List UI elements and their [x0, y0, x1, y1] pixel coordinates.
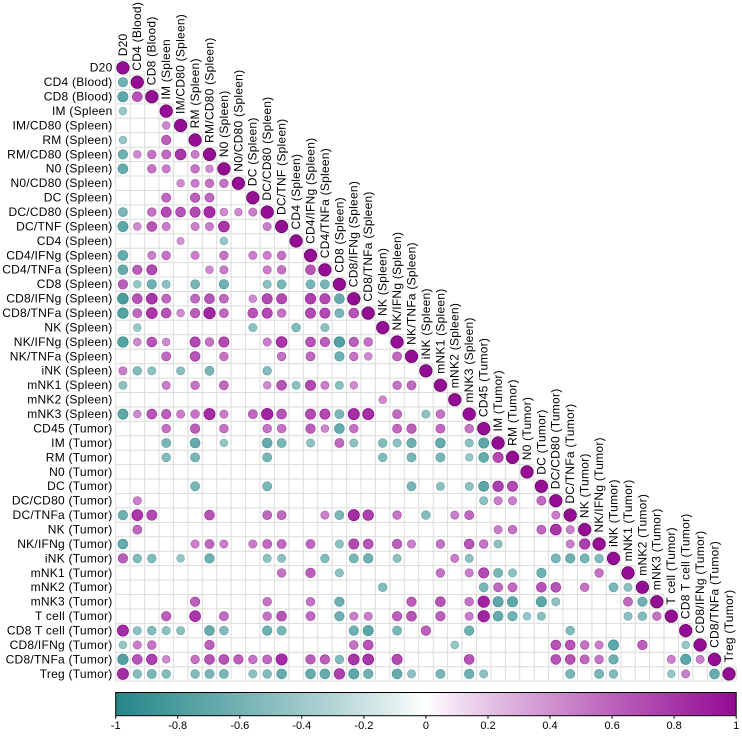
svg-text:mNK3 (Spleen): mNK3 (Spleen): [27, 407, 112, 421]
svg-text:mNK2 (Spleen): mNK2 (Spleen): [448, 303, 462, 388]
svg-text:iNK (Tumor): iNK (Tumor): [606, 479, 620, 547]
svg-text:DC/TNFa (Tumor): DC/TNFa (Tumor): [563, 404, 577, 504]
svg-text:-0.2: -0.2: [354, 720, 373, 732]
svg-text:RM (Tumor): RM (Tumor): [46, 450, 113, 464]
svg-text:NK (Tumor): NK (Tumor): [578, 453, 592, 518]
svg-text:CD8/IFNg (Tumor): CD8/IFNg (Tumor): [10, 638, 113, 652]
svg-text:RM/CD80 (Spleen): RM/CD80 (Spleen): [7, 147, 112, 161]
svg-text:mNK1 (Tumor): mNK1 (Tumor): [621, 480, 635, 562]
svg-text:DC/CD80 (Tumor): DC/CD80 (Tumor): [12, 494, 113, 508]
svg-text:NK (Tumor): NK (Tumor): [48, 523, 113, 537]
svg-text:IM/CD80 (Spleen): IM/CD80 (Spleen): [174, 14, 188, 114]
svg-text:NK/IFNg (Spleen): NK/IFNg (Spleen): [390, 232, 404, 331]
svg-text:-0.4: -0.4: [292, 720, 311, 732]
svg-text:DC/TNF (Spleen): DC/TNF (Spleen): [275, 119, 289, 215]
svg-text:IM (Spleen: IM (Spleen: [159, 39, 173, 100]
svg-text:CD8/IFNg (Spleen): CD8/IFNg (Spleen): [6, 292, 112, 306]
svg-text:CD8/TNFa (Spleen): CD8/TNFa (Spleen): [2, 306, 112, 320]
svg-text:CD8/TNFa (Spleen): CD8/TNFa (Spleen): [361, 191, 375, 301]
svg-text:0: 0: [423, 720, 429, 732]
svg-text:mNK3 (Spleen): mNK3 (Spleen): [462, 317, 476, 402]
svg-text:mNK1 (Spleen): mNK1 (Spleen): [27, 378, 112, 392]
svg-text:CD4 (Blood): CD4 (Blood): [130, 2, 144, 71]
svg-text:NK (Spleen): NK (Spleen): [44, 321, 112, 335]
svg-text:0.4: 0.4: [542, 720, 557, 732]
svg-text:mNK1 (Tumor): mNK1 (Tumor): [31, 566, 113, 580]
svg-text:iNK (Spleen): iNK (Spleen): [41, 364, 112, 378]
svg-text:N0 (Tumor): N0 (Tumor): [520, 397, 534, 460]
svg-text:CD4 (Spleen): CD4 (Spleen): [37, 234, 113, 248]
svg-text:iNK (Spleen): iNK (Spleen): [419, 288, 433, 359]
svg-text:N0 (Spleen): N0 (Spleen): [217, 91, 231, 158]
svg-text:CD8/TNFa (Tumor): CD8/TNFa (Tumor): [6, 652, 113, 666]
svg-text:RM (Spleen): RM (Spleen): [188, 58, 202, 128]
svg-text:0.6: 0.6: [604, 720, 619, 732]
svg-text:CD4/IFNg (Spleen): CD4/IFNg (Spleen): [6, 248, 112, 262]
svg-text:T cell (Tumor): T cell (Tumor): [664, 527, 678, 605]
svg-text:CD8 (Blood): CD8 (Blood): [44, 90, 113, 104]
svg-text:mNK3 (Tumor): mNK3 (Tumor): [650, 508, 664, 590]
svg-text:Treg (Tumor): Treg (Tumor): [722, 590, 736, 663]
svg-text:IM/CD80 (Spleen): IM/CD80 (Spleen): [12, 118, 112, 132]
svg-text:CD4 (Blood): CD4 (Blood): [44, 75, 113, 89]
svg-text:DC (Spleen): DC (Spleen): [44, 191, 113, 205]
svg-text:IM (Tumor): IM (Tumor): [491, 370, 505, 431]
svg-text:DC (Tumor): DC (Tumor): [47, 479, 112, 493]
svg-text:mNK2 (Tumor): mNK2 (Tumor): [31, 580, 113, 594]
svg-text:N0 (Tumor): N0 (Tumor): [49, 465, 112, 479]
svg-text:D20: D20: [116, 33, 130, 56]
svg-text:N0/CD80 (Spleen): N0/CD80 (Spleen): [10, 176, 112, 190]
svg-text:CD4 (Spleen): CD4 (Spleen): [289, 154, 303, 230]
svg-text:mNK2 (Spleen): mNK2 (Spleen): [27, 393, 112, 407]
svg-text:IM (Tumor): IM (Tumor): [51, 436, 112, 450]
svg-text:CD8/TNFa (Tumor): CD8/TNFa (Tumor): [707, 541, 721, 648]
svg-text:CD8 T cell (Tumor): CD8 T cell (Tumor): [7, 624, 113, 638]
svg-text:DC (Tumor): DC (Tumor): [534, 409, 548, 474]
svg-text:CD45 (Tumor): CD45 (Tumor): [477, 338, 491, 417]
svg-text:CD8/IFNg (Spleen): CD8/IFNg (Spleen): [347, 181, 361, 287]
svg-text:IM (Spleen: IM (Spleen: [52, 104, 113, 118]
svg-text:RM (Spleen): RM (Spleen): [42, 133, 112, 147]
svg-text:CD8 (Blood): CD8 (Blood): [145, 16, 159, 85]
svg-text:CD4/TNFa (Spleen): CD4/TNFa (Spleen): [318, 148, 332, 258]
svg-text:NK (Spleen): NK (Spleen): [376, 248, 390, 316]
svg-text:DC/TNF (Spleen): DC/TNF (Spleen): [16, 219, 112, 233]
svg-text:mNK1 (Spleen): mNK1 (Spleen): [433, 289, 447, 374]
svg-text:DC (Spleen): DC (Spleen): [246, 117, 260, 186]
svg-text:NK/IFNg (Tumor): NK/IFNg (Tumor): [17, 537, 112, 551]
svg-text:CD8 (Spleen): CD8 (Spleen): [37, 277, 113, 291]
svg-text:D20: D20: [90, 61, 113, 75]
svg-text:N0/CD80 (Spleen): N0/CD80 (Spleen): [231, 70, 245, 172]
svg-text:NK/TNFa (Spleen): NK/TNFa (Spleen): [404, 242, 418, 345]
svg-text:CD8/IFNg (Tumor): CD8/IFNg (Tumor): [693, 531, 707, 634]
svg-text:NK/IFNg (Spleen): NK/IFNg (Spleen): [14, 335, 113, 349]
svg-text:mNK3 (Tumor): mNK3 (Tumor): [31, 595, 113, 609]
svg-text:DC/TNFa (Tumor): DC/TNFa (Tumor): [13, 508, 113, 522]
svg-text:RM (Tumor): RM (Tumor): [505, 379, 519, 446]
svg-text:-0.6: -0.6: [230, 720, 249, 732]
svg-text:RM/CD80 (Spleen): RM/CD80 (Spleen): [202, 38, 216, 143]
svg-text:N0 (Spleen): N0 (Spleen): [46, 162, 113, 176]
svg-text:0.8: 0.8: [666, 720, 681, 732]
svg-text:NK/IFNg (Tumor): NK/IFNg (Tumor): [592, 437, 606, 532]
svg-text:DC/CD80 (Spleen): DC/CD80 (Spleen): [260, 97, 274, 201]
svg-text:1: 1: [733, 720, 739, 732]
svg-text:CD4/IFNg (Spleen): CD4/IFNg (Spleen): [303, 138, 317, 244]
svg-text:0.2: 0.2: [480, 720, 495, 732]
svg-text:mNK2 (Tumor): mNK2 (Tumor): [635, 494, 649, 576]
svg-text:-0.8: -0.8: [168, 720, 187, 732]
svg-text:Treg (Tumor): Treg (Tumor): [40, 667, 113, 681]
svg-text:DC/CD80 (Spleen): DC/CD80 (Spleen): [8, 205, 112, 219]
svg-text:NK/TNFa (Spleen): NK/TNFa (Spleen): [10, 349, 113, 363]
svg-text:CD45 (Tumor): CD45 (Tumor): [33, 422, 112, 436]
svg-text:T cell (Tumor): T cell (Tumor): [35, 609, 113, 623]
svg-text:iNK (Tumor): iNK (Tumor): [45, 551, 113, 565]
svg-text:CD4/TNFa (Spleen): CD4/TNFa (Spleen): [2, 263, 112, 277]
svg-text:CD8 T cell (Tumor): CD8 T cell (Tumor): [679, 513, 693, 619]
svg-text:DC/CD80 (Tumor): DC/CD80 (Tumor): [549, 389, 563, 490]
svg-text:-1: -1: [111, 720, 121, 732]
svg-text:CD8 (Spleen): CD8 (Spleen): [332, 197, 346, 273]
